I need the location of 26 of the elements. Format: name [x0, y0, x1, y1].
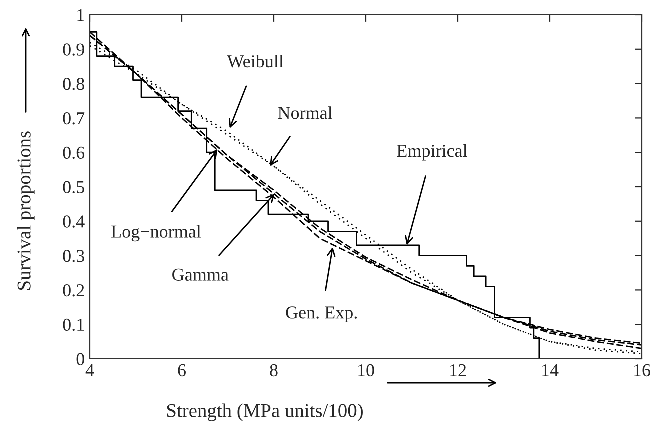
annotation: Empirical — [397, 144, 468, 161]
y-tick-label: 1 — [78, 9, 84, 22]
y-tick-label: 0.3 — [63, 250, 84, 262]
x-tick-label: 6 — [178, 364, 186, 377]
x-tick-label: 10 — [358, 364, 374, 377]
annotation: Log−normal — [112, 225, 202, 242]
y-tick-label: 0.7 — [63, 112, 85, 125]
x-tick-label: 12 — [450, 364, 466, 376]
y-tick-label: 0.4 — [63, 216, 85, 228]
x-tick-label: 4 — [86, 364, 94, 376]
y-tick-label: 0.8 — [63, 78, 84, 90]
annotation: Gen. Exp. — [286, 306, 358, 322]
y-tick-label: 0.1 — [63, 318, 84, 332]
y-tick-label: 0.2 — [63, 284, 84, 297]
y-tick-label: 0.6 — [63, 146, 85, 160]
x-axis-title: Strength (MPa units/100) — [167, 404, 363, 422]
x-tick-label: 16 — [634, 364, 650, 377]
annotation: Normal — [278, 106, 332, 120]
x-tick-label: 14 — [542, 364, 559, 376]
annotation: Weibull — [227, 54, 284, 68]
y-tick-label: 0 — [76, 353, 84, 366]
y-tick-label: 0.9 — [63, 44, 84, 56]
annotation: Gamma — [172, 268, 229, 281]
y-axis-title: Survival proportions — [17, 132, 35, 290]
y-tick-label: 0.5 — [63, 181, 84, 194]
x-tick-label: 8 — [270, 364, 278, 377]
